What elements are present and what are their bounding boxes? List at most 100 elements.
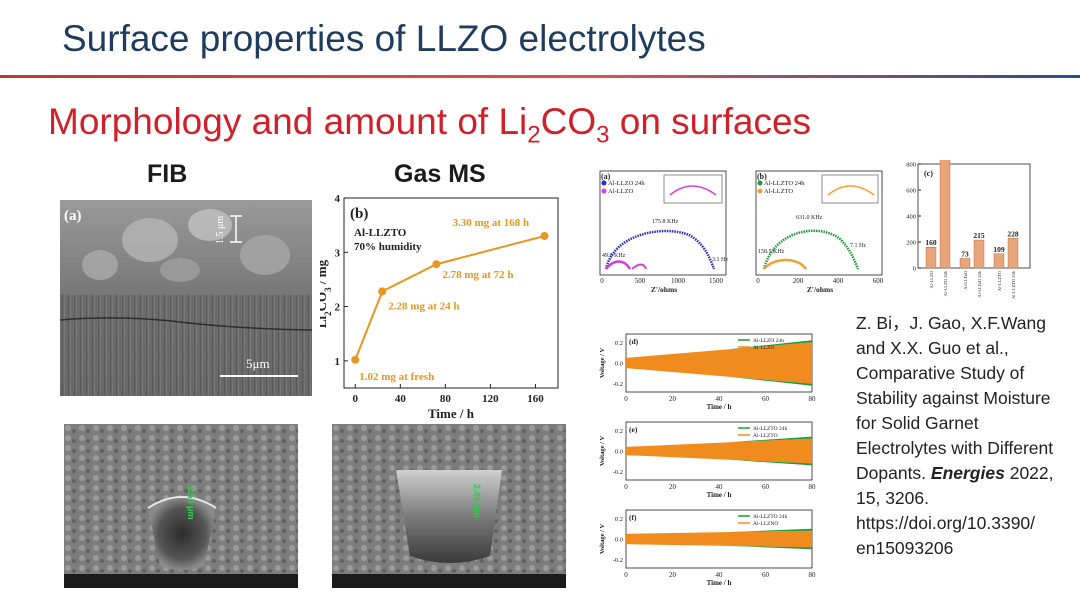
eis-chart-a: Al-LLZO 24h Al-LLZO (a) 175.8 KHz 49.6 K… — [584, 163, 730, 294]
voltage-band-orange — [626, 530, 812, 548]
voltage-panel: (d) — [629, 337, 639, 346]
data-point — [378, 287, 387, 296]
eis-a-xlabel: Z'/ohms — [651, 285, 677, 293]
bar-value-label: 228 — [1007, 229, 1019, 238]
eis-a-series-fresh — [605, 260, 632, 270]
eis-b-panel: (b) — [757, 172, 767, 181]
voltage-y-tick: 0.0 — [615, 361, 623, 368]
bar — [939, 159, 951, 269]
eis-chart-b-svg: Al-LLZTO 24h Al-LLZTO (b) 631.0 KHz 158.… — [755, 170, 884, 294]
eis-b-xlabel: Z'/ohms — [807, 285, 833, 293]
eis-a-legend-2: Al-LLZO — [608, 188, 634, 195]
gasms-label: Gas MS — [394, 160, 486, 188]
eis-a-annot-1: 175.8 KHz — [652, 219, 679, 225]
voltage-y-tick: -0.2 — [613, 469, 623, 476]
voltage-xlabel: Time / h — [707, 579, 732, 587]
panel-label-b: (b) — [350, 206, 368, 222]
eis-a-annot-3: 3.1 Hz — [712, 257, 728, 263]
eis-a-xtick-1: 500 — [635, 277, 646, 285]
x-axis-label: Time / h — [428, 406, 475, 421]
subtitle-text: Morphology and amount of Li — [48, 101, 528, 142]
sem-a-depth-label: 1.5 μm — [215, 215, 226, 244]
voltage-ylabel: Voltage / V — [599, 436, 606, 467]
data-point — [432, 260, 441, 269]
eis-b-legend-2: Al-LLZTO — [764, 188, 793, 195]
slide-title: Surface properties of LLZO electrolytes — [62, 18, 706, 59]
voltage-x-tick: 40 — [716, 483, 724, 491]
bar — [993, 253, 1005, 269]
voltage-legend-2: Al-LLZO — [753, 345, 774, 351]
eis-a-legend-1: Al-LLZO 24h — [608, 180, 645, 187]
eis-a-series-fresh-tail — [631, 263, 647, 270]
bar-category-label: Al-LLTaO 24h — [977, 270, 982, 297]
sem-bottom-right-drawing — [332, 424, 566, 588]
voltage-x-tick: 40 — [716, 571, 724, 579]
bar-y-tick-label: 200 — [906, 240, 916, 247]
x-tick-label: 80 — [440, 393, 452, 405]
x-tick-label: 160 — [527, 393, 544, 405]
data-label: 3.30 mg at 168 h — [452, 217, 529, 229]
bar — [1007, 238, 1019, 269]
legend-humidity: 70% humidity — [354, 241, 422, 253]
voltage-legend-2: Al-LLZNO — [753, 521, 778, 527]
bar-value-label: 215 — [973, 231, 985, 240]
voltage-band-green-top — [728, 528, 812, 533]
eis-a-series-24h — [604, 229, 716, 270]
eis-a-xtick-0: 0 — [600, 277, 604, 285]
voltage-y-tick: -0.2 — [613, 557, 623, 564]
y-axis-label: Li2CO3 / mg — [320, 259, 333, 328]
eis-a-legend-marker-2 — [601, 188, 607, 194]
eis-b-xtick-1: 200 — [793, 277, 804, 285]
eis-a-panel: (a) — [601, 172, 611, 181]
voltage-legend-2: Al-LLZTO — [753, 433, 778, 439]
subtitle-sub-2: 2 — [527, 121, 541, 149]
y-label-co: CO — [320, 292, 329, 312]
reference-journal: Energies — [930, 463, 1005, 483]
eis-b-inset-curve — [827, 185, 875, 196]
voltage-panel: (e) — [629, 425, 638, 434]
voltage-legend-1: Al-LLZTO 24h — [753, 514, 788, 520]
bar-y-tick-label: 0 — [913, 266, 916, 273]
voltage-xlabel: Time / h — [707, 403, 732, 411]
voltage-x-tick: 20 — [669, 483, 677, 491]
eis-b-legend-marker-1 — [757, 180, 763, 186]
bar-category-label: Al-LLTaO — [963, 270, 968, 290]
sem-image-a: (a) 1.5 μm 5μm — [60, 200, 312, 396]
eis-b-xtick-0: 0 — [756, 277, 760, 285]
bar-y-tick-label: 600 — [906, 188, 916, 195]
li2co3-chart: 0 40 80 120 160 1 2 3 4 1.02 mg at fresh 2.28 mg … — [314, 193, 562, 424]
li2co3-chart-svg: 0 40 80 120 160 1 2 3 4 1.02 mg at fresh 2.28 mg … — [314, 193, 559, 421]
subtitle-sub-3: 3 — [596, 121, 610, 149]
eis-a-xtick-2: 1000 — [671, 277, 686, 285]
voltage-y-tick: 0.2 — [615, 428, 623, 435]
voltage-xlabel: Time / h — [707, 491, 732, 499]
data-point — [351, 355, 360, 364]
slide-subtitle: Morphology and amount of Li2CO3 on surfa… — [48, 101, 811, 149]
y-label-li: Li — [320, 315, 329, 328]
voltage-band-orange — [626, 342, 812, 384]
data-label: 2.28 mg at 24 h — [388, 300, 459, 312]
bar-y-tick-label: 800 — [906, 162, 916, 169]
y-label-sub-3: 3 — [323, 287, 333, 292]
bar-y-tick-label: 400 — [906, 214, 916, 221]
voltage-band-green-bottom — [728, 545, 812, 550]
y-label-sub-2: 2 — [323, 311, 333, 316]
voltage-legend-1: Al-LLZTO 24h — [753, 426, 788, 432]
bar — [959, 258, 971, 269]
fib-label: FIB — [147, 160, 188, 188]
bar-value-label: 160 — [925, 238, 937, 247]
x-tick-label: 40 — [395, 393, 407, 405]
eis-a-inset — [663, 174, 723, 204]
eis-b-annot-2: 158.5 KHz — [758, 249, 785, 255]
voltage-x-tick: 40 — [716, 395, 724, 403]
y-tick-label: 2 — [335, 302, 341, 314]
bar-panel: (c) — [924, 169, 933, 178]
eis-b-xtick-2: 400 — [833, 277, 844, 285]
voltage-charts: (d) Al-LLZO 24h Al-LLZO 0.2 0.0 -0.2 0 20 40 60 80… — [590, 330, 818, 594]
voltage-band-green-bottom — [728, 376, 812, 386]
